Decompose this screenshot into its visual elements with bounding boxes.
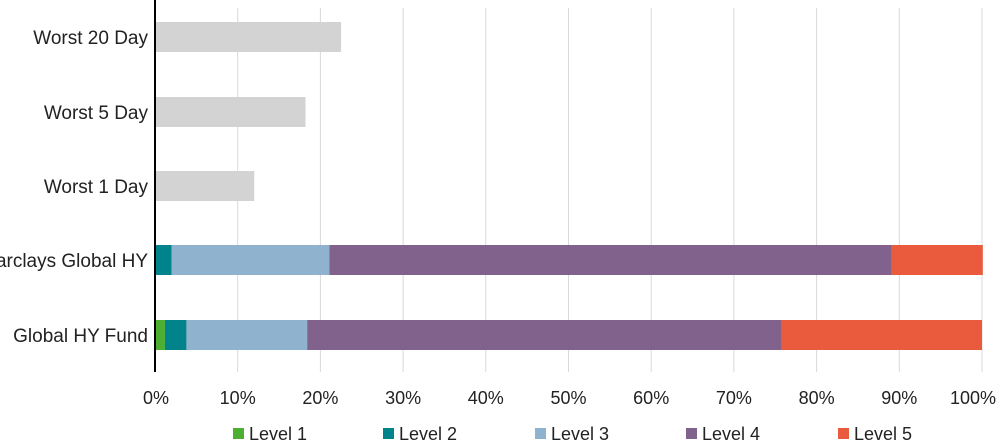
legend-label-level-2: Level 2 [399, 424, 457, 444]
x-tick-label-1: 10% [220, 388, 256, 408]
bar-segment-level-3-4 [186, 320, 308, 350]
legend-swatch-level-4 [686, 428, 697, 439]
x-tick-labels: 0% 10% 20% 30% 40% 50% 60% 70% 80% 90% 100% [143, 388, 996, 408]
x-tick-label-4: 40% [468, 388, 504, 408]
bar-segment-level-5-4 [781, 320, 982, 350]
bar-segment-level-2-3 [155, 245, 172, 275]
bar-segment-level-4-4 [307, 320, 782, 350]
legend-swatch-level-1 [233, 428, 244, 439]
legend-label-level-5: Level 5 [854, 424, 912, 444]
x-tick-label-3: 30% [385, 388, 421, 408]
x-tick-label-0: 0% [143, 388, 169, 408]
legend: Level 1 Level 2 Level 3 Level 4 Level 5 [233, 424, 912, 444]
category-label-0: Worst 20 Day [33, 28, 148, 49]
category-label-1: Worst 5 Day [44, 103, 149, 124]
x-tick-label-7: 70% [716, 388, 752, 408]
bars [155, 22, 983, 350]
x-tick-label-5: 50% [550, 388, 586, 408]
x-tick-label-6: 60% [633, 388, 669, 408]
category-labels: Worst 20 Day Worst 5 Day Worst 1 Day Barcla… [0, 28, 148, 347]
x-tick-label-9: 90% [881, 388, 917, 408]
bar-segment-unlabeled-2 [155, 171, 255, 201]
legend-label-level-1: Level 1 [249, 424, 307, 444]
x-tick-label-2: 20% [302, 388, 338, 408]
category-label-4: Global HY Fund [13, 326, 148, 347]
x-tick-label-10: 100% [950, 388, 996, 408]
bar-segment-level-4-3 [329, 245, 892, 275]
x-tick-label-8: 80% [799, 388, 835, 408]
category-label-3: Barclays Global HY [0, 251, 148, 272]
bar-segment-level-2-4 [164, 320, 187, 350]
bar-segment-level-1-4 [155, 320, 165, 350]
bar-segment-level-5-3 [891, 245, 983, 275]
category-label-2: Worst 1 Day [44, 177, 149, 198]
legend-swatch-level-2 [383, 428, 394, 439]
bar-segment-unlabeled-1 [155, 97, 306, 127]
legend-swatch-level-3 [535, 428, 546, 439]
bar-segment-unlabeled-0 [155, 22, 342, 52]
bar-segment-level-3-3 [171, 245, 330, 275]
gridlines [237, 8, 983, 372]
legend-label-level-4: Level 4 [702, 424, 760, 444]
legend-label-level-3: Level 3 [551, 424, 609, 444]
legend-swatch-level-5 [838, 428, 849, 439]
